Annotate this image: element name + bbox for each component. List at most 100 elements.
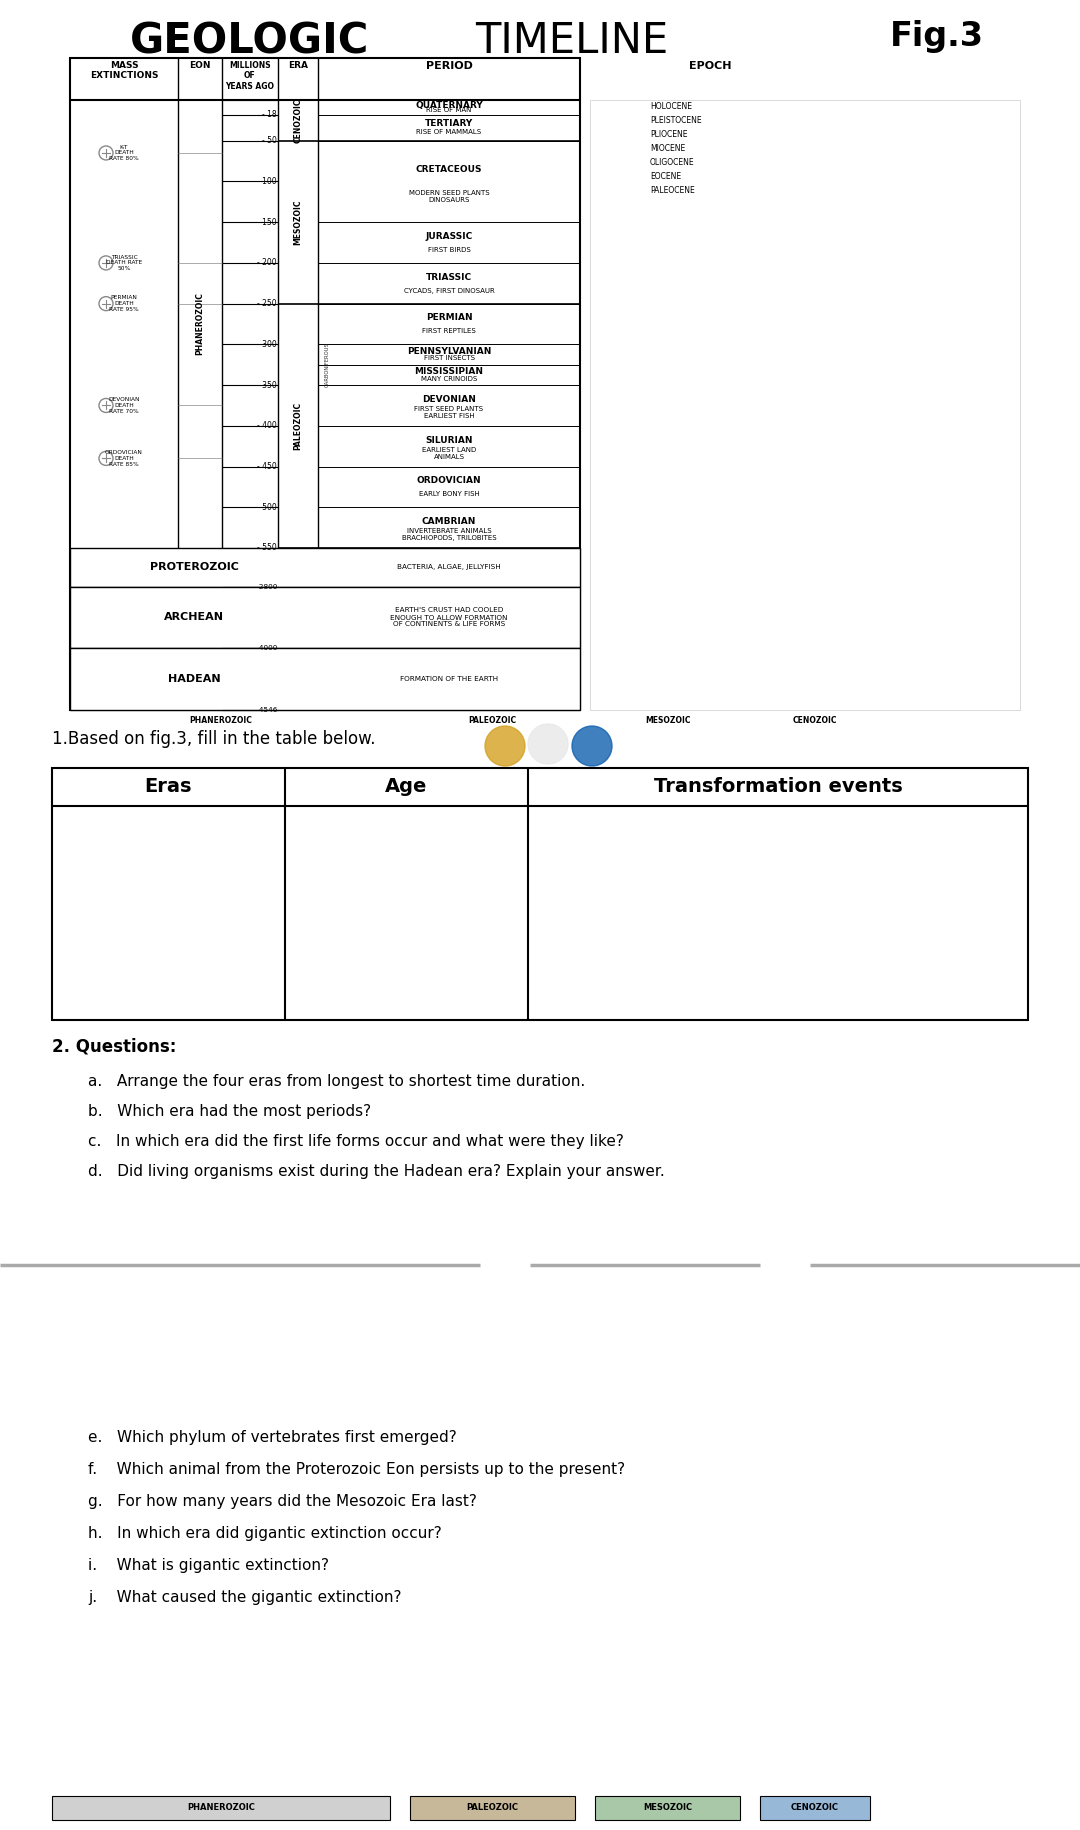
Text: EARLIEST LAND
ANIMALS: EARLIEST LAND ANIMALS (422, 447, 476, 459)
Text: MISSISSIPIAN: MISSISSIPIAN (415, 368, 484, 377)
Bar (410, 1795, 575, 1821)
Text: Fig.3: Fig.3 (890, 20, 984, 53)
Text: CRETACEOUS: CRETACEOUS (416, 165, 483, 174)
Text: e.   Which phylum of vertebrates first emerged?: e. Which phylum of vertebrates first eme… (87, 1429, 457, 1446)
Bar (70, 547, 580, 587)
Text: RISE OF MAN: RISE OF MAN (427, 106, 472, 113)
Text: Eras: Eras (145, 778, 192, 796)
Text: i.    What is gigantic extinction?: i. What is gigantic extinction? (87, 1557, 329, 1574)
Circle shape (528, 725, 568, 763)
Text: a.   Arrange the four eras from longest to shortest time duration.: a. Arrange the four eras from longest to… (87, 1074, 585, 1089)
Text: MODERN SEED PLANTS
DINOSAURS: MODERN SEED PLANTS DINOSAURS (408, 190, 489, 203)
Text: HADEAN: HADEAN (167, 673, 220, 684)
Text: PROTEROZOIC: PROTEROZOIC (149, 562, 239, 573)
Text: - 150: - 150 (257, 218, 276, 227)
Text: OLIGOCENE: OLIGOCENE (650, 157, 694, 167)
Text: CENOZOIC: CENOZOIC (294, 99, 302, 143)
Text: - 4546: - 4546 (254, 706, 276, 714)
Text: MILLIONS
OF
YEARS AGO: MILLIONS OF YEARS AGO (226, 60, 274, 92)
Text: MESOZOIC: MESOZOIC (645, 716, 690, 725)
Text: MESOZOIC: MESOZOIC (643, 1804, 692, 1812)
Text: CENOZOIC: CENOZOIC (793, 716, 837, 725)
Text: Age: Age (386, 778, 428, 796)
Text: GEOLOGIC: GEOLOGIC (130, 20, 369, 62)
Text: PALEOZOIC: PALEOZOIC (467, 1804, 518, 1812)
Bar (590, 101, 1020, 710)
Text: PALEOCENE: PALEOCENE (650, 187, 694, 196)
Text: MESOZOIC: MESOZOIC (294, 199, 302, 245)
Text: - 350: - 350 (257, 381, 276, 390)
Text: JURASSIC: JURASSIC (426, 232, 473, 242)
Text: PERIOD: PERIOD (426, 60, 472, 71)
Text: b.   Which era had the most periods?: b. Which era had the most periods? (87, 1103, 372, 1118)
Text: PENNSYLVANIAN: PENNSYLVANIAN (407, 348, 491, 357)
Text: PHANEROZOIC: PHANEROZOIC (187, 1804, 255, 1812)
Text: 2. Questions:: 2. Questions: (52, 1038, 176, 1056)
Text: PERMIAN: PERMIAN (426, 313, 472, 322)
Text: CENOZOIC: CENOZOIC (791, 1804, 839, 1812)
Text: DEVONIAN: DEVONIAN (422, 395, 476, 404)
Text: - 550: - 550 (257, 544, 276, 553)
Bar (70, 59, 580, 710)
Text: TIMELINE: TIMELINE (475, 20, 669, 62)
Text: FIRST REPTILES: FIRST REPTILES (422, 328, 476, 335)
Text: PLEISTOCENE: PLEISTOCENE (650, 115, 702, 124)
Text: ORDOVICIAN
DEATH
RATE 85%: ORDOVICIAN DEATH RATE 85% (105, 450, 143, 467)
Bar (595, 1795, 740, 1821)
Text: FIRST INSECTS: FIRST INSECTS (423, 355, 474, 361)
Text: PLIOCENE: PLIOCENE (650, 130, 688, 139)
Text: PHANEROZOIC: PHANEROZOIC (190, 716, 253, 725)
Text: PALEOZOIC: PALEOZOIC (469, 716, 516, 725)
Text: EPOCH: EPOCH (689, 60, 731, 71)
Text: EOCENE: EOCENE (650, 172, 681, 181)
Text: ERA: ERA (288, 60, 308, 70)
Text: EARTH'S CRUST HAD COOLED
ENOUGH TO ALLOW FORMATION
OF CONTINENTS & LIFE FORMS: EARTH'S CRUST HAD COOLED ENOUGH TO ALLOW… (390, 608, 508, 628)
Text: - 450: - 450 (257, 461, 276, 470)
Text: j.    What caused the gigantic extinction?: j. What caused the gigantic extinction? (87, 1590, 402, 1605)
Text: CAMBRIAN: CAMBRIAN (422, 518, 476, 525)
Text: f.    Which animal from the Proterozoic Eon persists up to the present?: f. Which animal from the Proterozoic Eon… (87, 1462, 625, 1477)
Text: - 500: - 500 (257, 503, 276, 512)
Text: - 4000: - 4000 (254, 644, 276, 651)
Text: PHANEROZOIC: PHANEROZOIC (195, 293, 204, 355)
Text: - 250: - 250 (257, 298, 276, 307)
Text: RISE OF MAMMALS: RISE OF MAMMALS (417, 130, 482, 135)
Text: 1.Based on fig.3, fill in the table below.: 1.Based on fig.3, fill in the table belo… (52, 730, 376, 748)
Text: - 300: - 300 (257, 340, 276, 350)
Text: FIRST BIRDS: FIRST BIRDS (428, 247, 471, 253)
Text: BACTERIA, ALGAE, JELLYFISH: BACTERIA, ALGAE, JELLYFISH (397, 564, 501, 571)
Text: ORDOVICIAN: ORDOVICIAN (417, 476, 482, 485)
Text: INVERTEBRATE ANIMALS
BRACHIOPODS, TRILOBITES: INVERTEBRATE ANIMALS BRACHIOPODS, TRILOB… (402, 529, 497, 542)
Circle shape (485, 727, 525, 767)
Text: MIOCENE: MIOCENE (650, 145, 685, 154)
Text: K-T
DEATH
RATE 80%: K-T DEATH RATE 80% (109, 145, 139, 161)
Text: CYCADS, FIRST DINOSAUR: CYCADS, FIRST DINOSAUR (404, 287, 495, 293)
Text: - 2800: - 2800 (254, 584, 276, 589)
Text: c.   In which era did the first life forms occur and what were they like?: c. In which era did the first life forms… (87, 1135, 624, 1149)
Text: SILURIAN: SILURIAN (426, 436, 473, 445)
Bar (52, 769, 1028, 1019)
Text: TERTIARY: TERTIARY (424, 119, 473, 128)
Text: DEVONIAN
DEATH
RATE 70%: DEVONIAN DEATH RATE 70% (108, 397, 139, 414)
Text: Transformation events: Transformation events (653, 778, 903, 796)
Bar (760, 1795, 870, 1821)
Text: d.   Did living organisms exist during the Hadean era? Explain your answer.: d. Did living organisms exist during the… (87, 1164, 665, 1179)
Text: g.   For how many years did the Mesozoic Era last?: g. For how many years did the Mesozoic E… (87, 1493, 477, 1510)
Text: TRIASSIC
DEATH RATE
50%: TRIASSIC DEATH RATE 50% (106, 254, 143, 271)
Bar (70, 648, 580, 710)
Text: ARCHEAN: ARCHEAN (164, 613, 224, 622)
Text: - 400: - 400 (257, 421, 276, 430)
Text: - 100: - 100 (257, 178, 276, 187)
Text: - 18: - 18 (262, 110, 276, 119)
Text: TRIASSIC: TRIASSIC (426, 273, 472, 282)
Text: PALEOZOIC: PALEOZOIC (294, 403, 302, 450)
Text: CARBONIFEROUS: CARBONIFEROUS (325, 342, 330, 388)
Text: h.   In which era did gigantic extinction occur?: h. In which era did gigantic extinction … (87, 1526, 442, 1541)
Text: EON: EON (189, 60, 211, 70)
Bar (70, 587, 580, 648)
Circle shape (572, 727, 612, 767)
Text: PERMIAN
DEATH
RATE 95%: PERMIAN DEATH RATE 95% (109, 295, 139, 311)
Text: QUATERNARY: QUATERNARY (415, 101, 483, 110)
Text: - 50: - 50 (262, 135, 276, 145)
Bar (52, 1795, 390, 1821)
